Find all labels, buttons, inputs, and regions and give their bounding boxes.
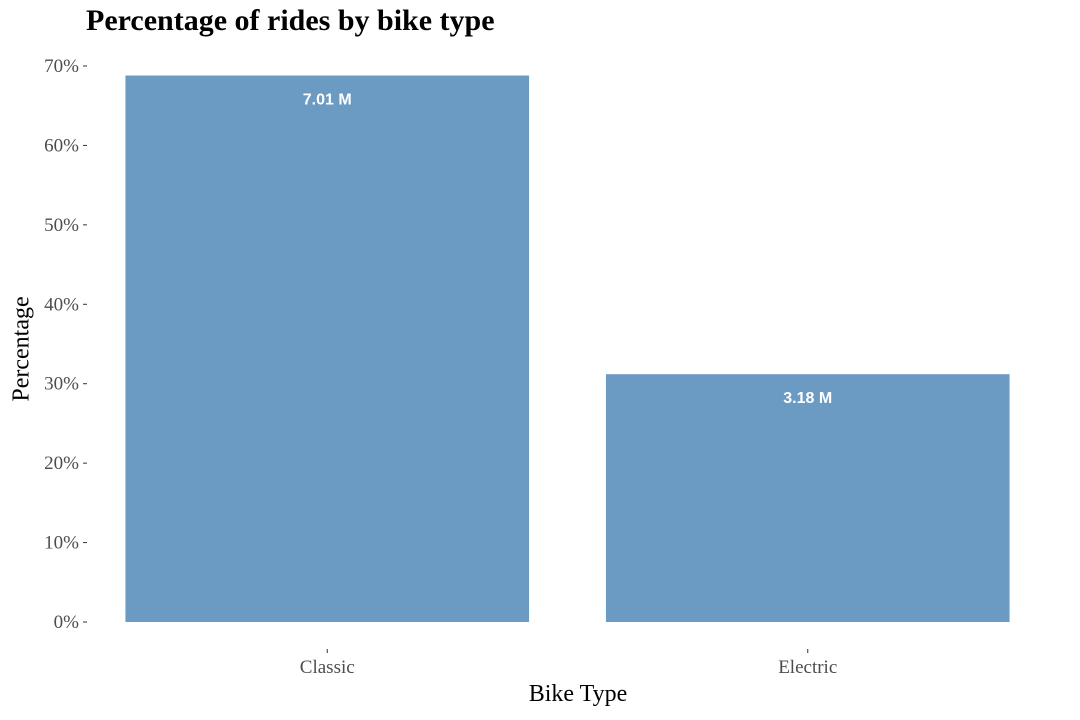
y-tick-label: 70% — [44, 56, 79, 77]
chart-title: Percentage of rides by bike type — [86, 4, 495, 37]
y-tick-label: 20% — [44, 453, 79, 474]
y-tick-label: 40% — [44, 294, 79, 315]
y-tick-label: 60% — [44, 135, 79, 156]
x-axis-title: Bike Type — [528, 681, 628, 707]
bar-value-label: 7.01 M — [303, 92, 352, 109]
x-tick-label: Classic — [300, 657, 355, 678]
bar — [125, 75, 530, 622]
bar-value-label: 3.18 M — [783, 390, 832, 407]
bar — [605, 374, 1010, 622]
y-tick-label: 30% — [44, 374, 79, 395]
x-tick-label: Electric — [778, 657, 837, 678]
y-tick-label: 50% — [44, 215, 79, 236]
y-tick-label: 10% — [44, 533, 79, 554]
y-tick-label: 0% — [54, 612, 80, 633]
